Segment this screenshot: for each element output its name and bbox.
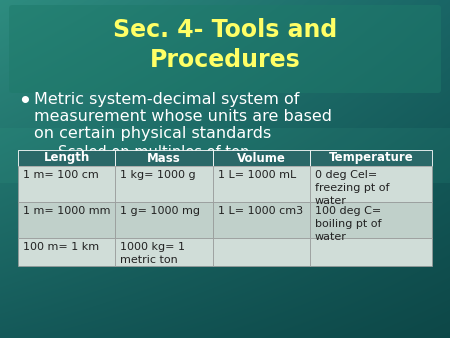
Text: 1 L= 1000 cm3: 1 L= 1000 cm3	[218, 206, 303, 216]
Text: 1 kg= 1000 g: 1 kg= 1000 g	[120, 170, 196, 180]
Text: 1 L= 1000 mL: 1 L= 1000 mL	[218, 170, 296, 180]
Bar	[310, 238, 432, 266]
Bar	[115, 166, 212, 202]
Bar	[212, 166, 310, 202]
Text: 1 m= 1000 mm: 1 m= 1000 mm	[23, 206, 111, 216]
Text: 1 g= 1000 mg: 1 g= 1000 mg	[120, 206, 200, 216]
Text: 1 m= 100 cm: 1 m= 100 cm	[23, 170, 99, 180]
Text: 100 deg C=
boiling pt of
water: 100 deg C= boiling pt of water	[315, 206, 381, 242]
Text: measurement whose units are based: measurement whose units are based	[34, 109, 332, 124]
Text: 100 m= 1 km: 100 m= 1 km	[23, 242, 99, 252]
Text: Temperature: Temperature	[328, 151, 413, 165]
Bar	[18, 202, 115, 238]
Text: Mass: Mass	[147, 151, 181, 165]
Bar	[0, 128, 450, 183]
Bar	[212, 238, 310, 266]
Text: Length: Length	[44, 151, 90, 165]
Text: •: •	[18, 92, 31, 111]
Bar	[18, 238, 115, 266]
Text: Metric system-decimal system of: Metric system-decimal system of	[34, 92, 299, 107]
FancyBboxPatch shape	[9, 5, 441, 93]
Bar	[212, 150, 310, 166]
Text: 1000 kg= 1
metric ton: 1000 kg= 1 metric ton	[120, 242, 185, 265]
Bar	[115, 150, 212, 166]
Bar	[18, 166, 115, 202]
Bar	[310, 202, 432, 238]
Text: Sec. 4- Tools and: Sec. 4- Tools and	[113, 18, 337, 42]
Text: – Scaled on multiples of ten: – Scaled on multiples of ten	[46, 145, 249, 160]
Text: on certain physical standards: on certain physical standards	[34, 126, 271, 141]
Text: Procedures: Procedures	[149, 48, 301, 72]
Bar	[18, 150, 115, 166]
Bar	[310, 150, 432, 166]
Text: Volume: Volume	[237, 151, 286, 165]
Bar	[310, 166, 432, 202]
Bar	[115, 238, 212, 266]
Bar	[212, 202, 310, 238]
Text: 0 deg Cel=
freezing pt of
water: 0 deg Cel= freezing pt of water	[315, 170, 389, 206]
Bar	[115, 202, 212, 238]
